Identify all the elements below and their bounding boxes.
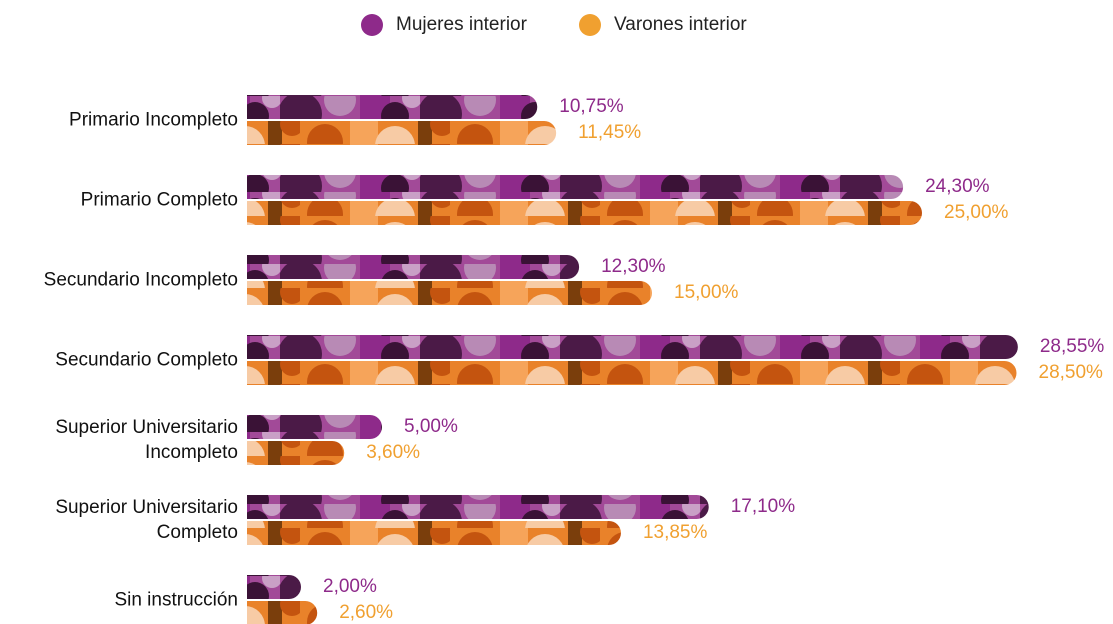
bar bbox=[247, 575, 301, 599]
bar bbox=[247, 175, 904, 199]
value-label: 17,10% bbox=[731, 496, 796, 517]
bar bbox=[247, 335, 1018, 359]
value-label: 13,85% bbox=[643, 522, 708, 543]
bar bbox=[247, 361, 1017, 386]
value-label: 24,30% bbox=[925, 176, 990, 197]
category-label: Sin instrucción bbox=[114, 589, 238, 611]
value-label: 3,60% bbox=[366, 442, 420, 463]
category-label: Primario Incompleto bbox=[69, 109, 238, 131]
bar bbox=[247, 495, 709, 519]
bar bbox=[247, 201, 922, 225]
category-label: Superior Universitario Completo bbox=[55, 497, 238, 543]
bar bbox=[247, 121, 557, 145]
value-label: 11,45% bbox=[578, 122, 641, 143]
value-label: 15,00% bbox=[674, 282, 739, 303]
value-label: 5,00% bbox=[404, 416, 458, 437]
legend-label: Varones interior bbox=[614, 14, 747, 35]
legend-label: Mujeres interior bbox=[396, 14, 528, 35]
bar bbox=[247, 441, 345, 465]
bar bbox=[247, 95, 538, 119]
category-label: Secundario Incompleto bbox=[43, 269, 238, 291]
value-label: 2,00% bbox=[323, 576, 377, 597]
legend-marker bbox=[579, 14, 601, 36]
category-label: Superior Universitario Incompleto bbox=[55, 417, 238, 463]
bar bbox=[246, 255, 580, 279]
category-label: Primario Completo bbox=[80, 189, 238, 211]
value-label: 28,55% bbox=[1040, 336, 1105, 357]
bar bbox=[247, 521, 621, 545]
legend-marker bbox=[361, 14, 383, 36]
value-label: 12,30% bbox=[601, 256, 666, 277]
category-label: Secundario Completo bbox=[55, 349, 238, 371]
bar bbox=[247, 601, 318, 624]
bar bbox=[247, 415, 382, 439]
bar bbox=[247, 281, 652, 305]
value-label: 10,75% bbox=[559, 96, 624, 117]
value-label: 28,50% bbox=[1039, 362, 1104, 383]
value-label: 25,00% bbox=[944, 202, 1009, 223]
value-label: 2,60% bbox=[339, 602, 393, 623]
